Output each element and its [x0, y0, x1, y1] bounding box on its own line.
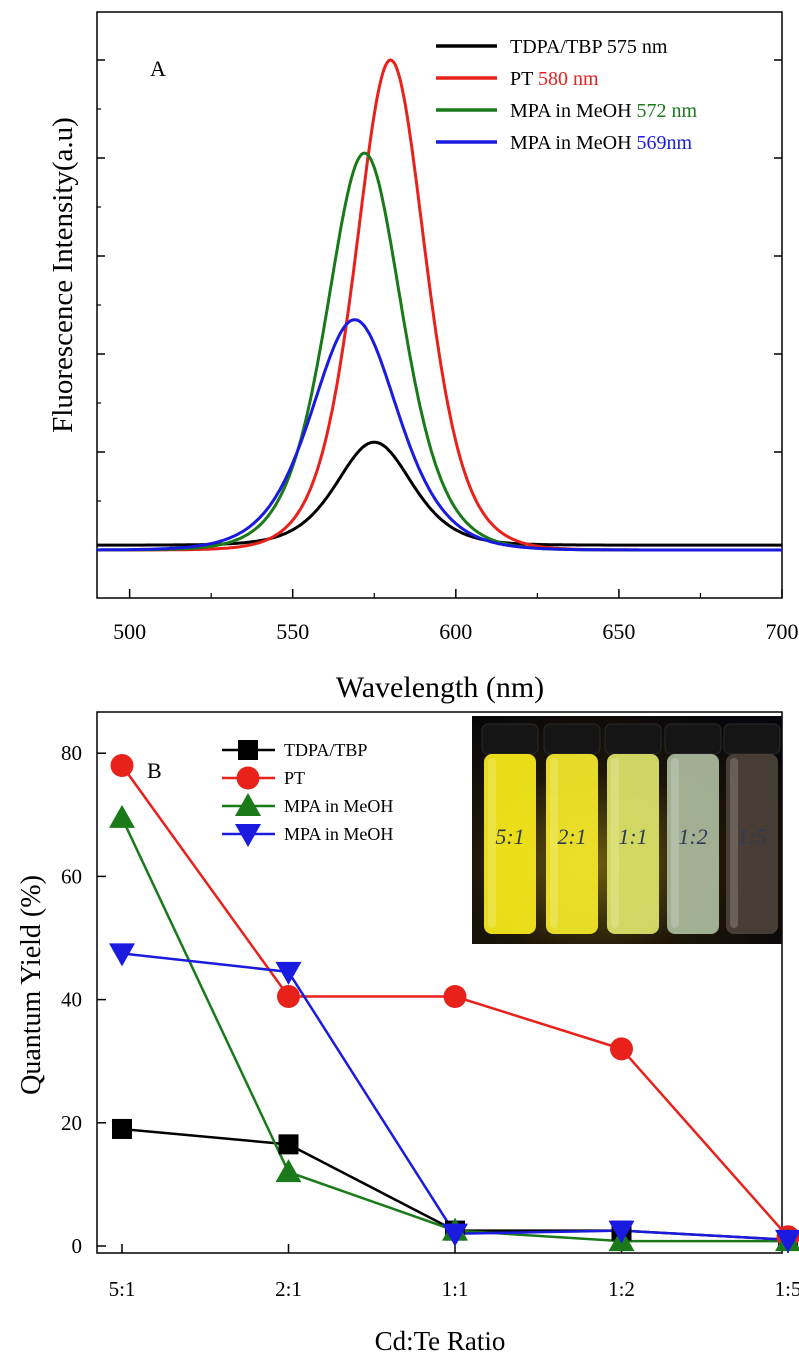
panel-b-markers — [109, 754, 799, 1253]
x-tick-label: 600 — [439, 619, 472, 644]
panel-b-label: B — [147, 758, 162, 783]
series-line-0 — [97, 440, 782, 547]
legend-marker — [238, 740, 258, 760]
legend-label: MPA in MeOH 572 nm — [510, 100, 698, 122]
legend-marker — [235, 824, 261, 847]
data-point-0-1 — [278, 1134, 299, 1155]
vial-label: 2:1 — [557, 824, 586, 849]
vial-highlight — [488, 758, 496, 928]
vial-label: 1:2 — [678, 824, 707, 849]
legend-name: PT — [510, 68, 538, 90]
x-tick-label: 5:1 — [109, 1277, 136, 1301]
vials: 5:1 2:1 1:1 1:2 1:5 — [481, 723, 781, 934]
panel-a-ticks: 500 550 600 650 700 — [97, 59, 799, 644]
vial-cap — [604, 723, 662, 755]
vial-highlight — [550, 758, 558, 928]
data-point-1-1 — [277, 985, 300, 1009]
data-point-3-0 — [109, 943, 135, 967]
x-tick-label: 650 — [602, 619, 635, 644]
legend-label: MPA in MeOH 569nm — [510, 132, 693, 154]
vial-highlight — [611, 758, 619, 928]
vial-cap — [543, 723, 601, 755]
panel-b: 5:1 2:1 1:1 1:2 1:5 0 20 40 60 80 B TDPA/TBP PT MPA… — [16, 711, 799, 1356]
panel-a-x-axis-label: Wavelength (nm) — [336, 671, 544, 704]
legend-peak: 569nm — [637, 132, 693, 154]
legend-marker — [236, 766, 260, 790]
series-line-3 — [97, 318, 782, 552]
vial-body — [546, 754, 598, 934]
y-tick-label: 60 — [61, 864, 82, 888]
x-tick-label: 2:1 — [275, 1277, 302, 1301]
legend-peak: 572 nm — [637, 100, 698, 122]
legend-label: PT 580 nm — [510, 68, 599, 90]
panel-b-ticks: 5:1 2:1 1:1 1:2 1:5 0 20 40 60 80 — [61, 741, 799, 1301]
data-point-0-0 — [112, 1118, 132, 1139]
vial-cap — [481, 723, 539, 755]
x-tick-label: 500 — [113, 619, 146, 644]
vial-label: 1:5 — [737, 824, 766, 849]
vial-highlight — [671, 758, 679, 928]
vials-photo: 5:1 2:1 1:1 1:2 1:5 — [472, 716, 782, 944]
x-tick-label: 1:1 — [442, 1277, 469, 1301]
data-point-3-3 — [608, 1220, 635, 1244]
vial-highlight — [730, 758, 738, 928]
data-point-3-2 — [442, 1223, 468, 1247]
legend-name: MPA in MeOH — [510, 132, 637, 154]
y-tick-label: 80 — [61, 741, 82, 765]
data-point-1-2 — [443, 985, 467, 1009]
legend-name: TDPA/TBP — [510, 36, 607, 58]
panel-b-y-axis-label: Quantum Yield (%) — [16, 875, 47, 1095]
panel-a-legend: TDPA/TBP 575 nm PT 580 nm MPA in MeOH 572 … — [436, 36, 698, 154]
legend-peak: 580 nm — [538, 68, 599, 90]
y-tick-label: 0 — [72, 1234, 83, 1258]
legend-name: MPA in MeOH — [510, 100, 637, 122]
panel-b-x-axis-label: Cd:Te Ratio — [375, 1326, 506, 1356]
data-point-3-4 — [775, 1229, 799, 1253]
x-tick-label: 550 — [276, 619, 309, 644]
vial-label: 1:1 — [618, 824, 647, 849]
legend-marker — [235, 793, 261, 816]
panel-a: 500 550 600 650 700 A TDPA/TBP 575 nm PT 580 … — [47, 11, 799, 704]
y-tick-label: 40 — [61, 988, 82, 1012]
panel-a-label: A — [150, 56, 166, 81]
legend-label: TDPA/TBP — [284, 740, 367, 760]
x-tick-label: 1:5 — [775, 1277, 799, 1301]
vial-cap — [664, 723, 722, 755]
legend-label: PT — [284, 768, 305, 788]
legend-label: MPA in MeOH — [284, 824, 393, 844]
vial-cap — [723, 723, 781, 755]
data-point-2-0 — [109, 804, 135, 828]
panel-a-curves — [97, 58, 782, 552]
vial-body — [607, 754, 659, 934]
vial-body — [667, 754, 719, 934]
x-tick-label: 700 — [766, 619, 799, 644]
data-point-3-1 — [275, 961, 302, 985]
legend-label: TDPA/TBP 575 nm — [510, 36, 668, 58]
data-point-1-0 — [110, 754, 134, 778]
y-tick-label: 20 — [61, 1111, 82, 1135]
vial-body — [484, 754, 536, 934]
panel-b-legend: TDPA/TBP PT MPA in MeOH MPA in MeOH — [222, 740, 393, 847]
vial-body — [726, 754, 778, 934]
legend-peak: 575 nm — [607, 36, 668, 58]
legend-label: MPA in MeOH — [284, 796, 393, 816]
data-point-2-1 — [275, 1159, 302, 1183]
panel-a-y-axis-label: Fluorescence Intensity(a.u) — [47, 117, 79, 433]
data-point-1-3 — [610, 1037, 633, 1061]
vial-label: 5:1 — [495, 824, 524, 849]
panel-b-frame — [96, 711, 783, 1254]
x-tick-label: 1:2 — [608, 1277, 635, 1301]
